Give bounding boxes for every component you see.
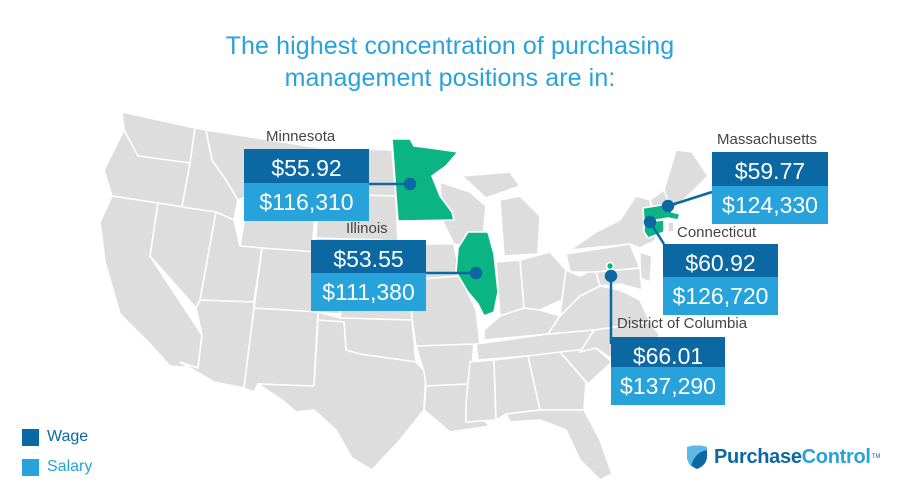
state-dc bbox=[605, 261, 615, 271]
purchasecontrol-logo: PurchaseControl TM bbox=[685, 444, 880, 470]
state-label: Minnesota bbox=[266, 128, 336, 145]
wage-value: $55.92 bbox=[244, 149, 369, 187]
chart-title: The highest concentration of purchasing … bbox=[0, 30, 900, 94]
legend-label: Wage bbox=[47, 428, 89, 445]
state-label: Connecticut bbox=[677, 224, 757, 241]
logo-text: PurchaseControl bbox=[714, 445, 871, 468]
trademark: TM bbox=[871, 454, 881, 460]
salary-value: $124,330 bbox=[712, 186, 828, 224]
legend-item-wage: Wage bbox=[22, 422, 92, 452]
salary-swatch bbox=[22, 458, 39, 476]
legend-item-salary: Salary bbox=[22, 452, 92, 482]
legend: Wage Salary bbox=[22, 422, 92, 482]
salary-value: $137,290 bbox=[611, 367, 725, 405]
state-label: District of Columbia bbox=[617, 315, 748, 332]
shield-icon bbox=[687, 445, 707, 469]
wage-value: $60.92 bbox=[663, 244, 778, 282]
state-label: Illinois bbox=[346, 220, 388, 237]
state-label: Massachusetts bbox=[717, 131, 818, 148]
salary-value: $111,380 bbox=[311, 273, 426, 311]
wage-value: $53.55 bbox=[311, 240, 426, 278]
legend-label: Salary bbox=[47, 458, 93, 475]
wage-swatch bbox=[22, 428, 39, 446]
salary-value: $116,310 bbox=[244, 183, 369, 221]
wage-value: $59.77 bbox=[712, 152, 828, 190]
salary-value: $126,720 bbox=[663, 277, 778, 315]
title-line-1: The highest concentration of purchasing bbox=[225, 32, 675, 60]
state-minnesota bbox=[391, 138, 459, 222]
title-line-2: management positions are in: bbox=[284, 64, 616, 92]
